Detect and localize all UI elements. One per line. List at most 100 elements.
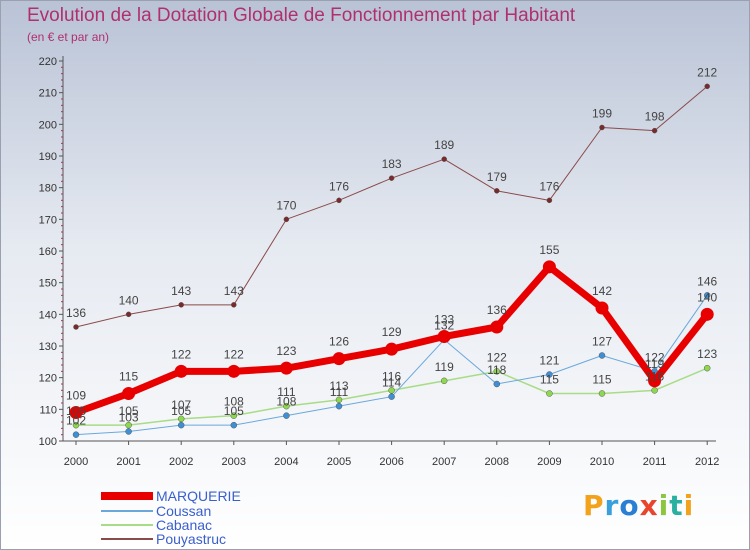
legend-swatch-coussan [101, 510, 153, 512]
legend-label-pouyastruc: Pouyastruc [156, 531, 227, 547]
data-point-cabanac [440, 377, 448, 385]
data-label-pouyastruc: 143 [171, 284, 191, 298]
chart-subtitle: (en € et par an) [27, 30, 110, 44]
data-label-cabanac: 113 [329, 379, 348, 393]
y-tick-label: 170 [39, 214, 57, 226]
data-label-marquerie: 122 [171, 347, 191, 361]
data-label-cabanac: 105 [66, 404, 86, 418]
y-tick-label: 140 [39, 309, 57, 321]
data-point-marquerie [700, 307, 714, 321]
logo-letter: i [658, 489, 670, 522]
data-label-cabanac: 123 [697, 347, 717, 361]
data-point-coussan [230, 421, 238, 429]
data-label-pouyastruc: 176 [539, 179, 559, 193]
data-label-marquerie: 123 [276, 344, 296, 358]
data-point-cabanac [598, 390, 606, 397]
data-point-marquerie [437, 330, 451, 343]
data-label-cabanac: 116 [382, 369, 401, 383]
x-tick-label: 2005 [327, 456, 351, 468]
data-label-pouyastruc: 189 [434, 138, 454, 152]
data-point-pouyastruc [125, 311, 132, 318]
data-point-cabanac [493, 368, 501, 375]
data-point-pouyastruc [231, 302, 237, 308]
data-point-pouyastruc [336, 197, 342, 204]
data-label-pouyastruc: 199 [592, 107, 612, 121]
data-point-marquerie [595, 301, 609, 315]
data-label-coussan: 118 [487, 363, 506, 377]
x-tick-label: 2010 [590, 456, 614, 468]
data-point-cabanac [388, 387, 395, 394]
data-label-coussan: 127 [592, 335, 612, 349]
data-label-coussan: 111 [330, 385, 349, 399]
data-label-coussan: 114 [382, 376, 401, 390]
data-point-marquerie [227, 364, 241, 378]
data-label-marquerie: 126 [329, 335, 349, 349]
data-point-marquerie [648, 374, 662, 388]
data-point-marquerie [332, 352, 346, 366]
x-tick-label: 2000 [64, 456, 88, 468]
data-point-coussan [335, 402, 343, 410]
data-point-cabanac [230, 412, 238, 419]
data-point-pouyastruc [651, 127, 658, 134]
data-point-marquerie [385, 342, 399, 356]
y-tick-label: 100 [39, 436, 57, 448]
legend-label-marquerie: MARQUERIE [156, 488, 241, 504]
data-label-cabanac: 115 [540, 373, 559, 387]
data-label-cabanac: 122 [487, 350, 507, 364]
y-tick-label: 120 [39, 373, 57, 385]
x-tick-label: 2008 [485, 456, 509, 468]
data-label-marquerie: 115 [119, 370, 138, 384]
data-point-cabanac [177, 415, 185, 423]
data-label-pouyastruc: 198 [645, 110, 665, 124]
data-label-pouyastruc: 136 [66, 306, 86, 320]
data-point-coussan [388, 393, 395, 400]
data-label-coussan: 105 [171, 404, 191, 418]
data-point-coussan [283, 412, 290, 419]
data-label-cabanac: 119 [435, 360, 454, 374]
data-label-marquerie: 140 [697, 290, 717, 304]
data-label-marquerie: 136 [487, 303, 507, 317]
data-label-coussan: 121 [539, 354, 559, 368]
data-label-pouyastruc: 170 [276, 198, 296, 212]
logo-letter: t [669, 489, 684, 522]
logo-letter: r [604, 489, 620, 522]
y-tick-label: 180 [39, 183, 57, 195]
data-label-marquerie: 142 [592, 284, 612, 298]
data-point-cabanac [546, 390, 553, 397]
data-point-coussan [72, 431, 80, 438]
data-point-pouyastruc [599, 124, 605, 131]
data-point-marquerie [542, 260, 556, 274]
data-label-pouyastruc: 212 [697, 65, 717, 79]
data-point-coussan [546, 371, 553, 378]
data-point-marquerie [279, 361, 293, 375]
data-label-cabanac: 116 [645, 369, 664, 383]
x-tick-label: 2009 [537, 456, 561, 468]
data-point-coussan [598, 352, 606, 359]
x-tick-label: 2011 [643, 456, 667, 468]
data-label-coussan: 146 [697, 274, 717, 288]
y-tick-label: 190 [39, 151, 57, 163]
data-label-coussan: 122 [645, 350, 665, 364]
data-point-cabanac [283, 402, 290, 410]
y-tick-label: 150 [39, 278, 57, 290]
data-label-marquerie: 119 [645, 357, 664, 371]
data-point-cabanac [651, 387, 658, 394]
data-point-cabanac [703, 364, 711, 372]
logo-letter: x [639, 489, 659, 522]
data-point-marquerie [122, 387, 136, 400]
data-label-coussan: 132 [434, 319, 454, 333]
x-tick-label: 2006 [379, 456, 403, 468]
y-tick-label: 210 [39, 88, 57, 100]
data-point-cabanac [335, 396, 343, 404]
logo-letter: i [683, 489, 695, 522]
data-point-coussan [493, 380, 501, 388]
data-label-cabanac: 108 [224, 395, 244, 409]
data-label-marquerie: 133 [434, 313, 454, 327]
data-label-marquerie: 109 [66, 389, 86, 403]
y-tick-label: 110 [39, 404, 57, 416]
data-label-marquerie: 122 [224, 347, 244, 361]
logo-letter: o [619, 489, 640, 522]
x-tick-label: 2002 [169, 456, 193, 468]
